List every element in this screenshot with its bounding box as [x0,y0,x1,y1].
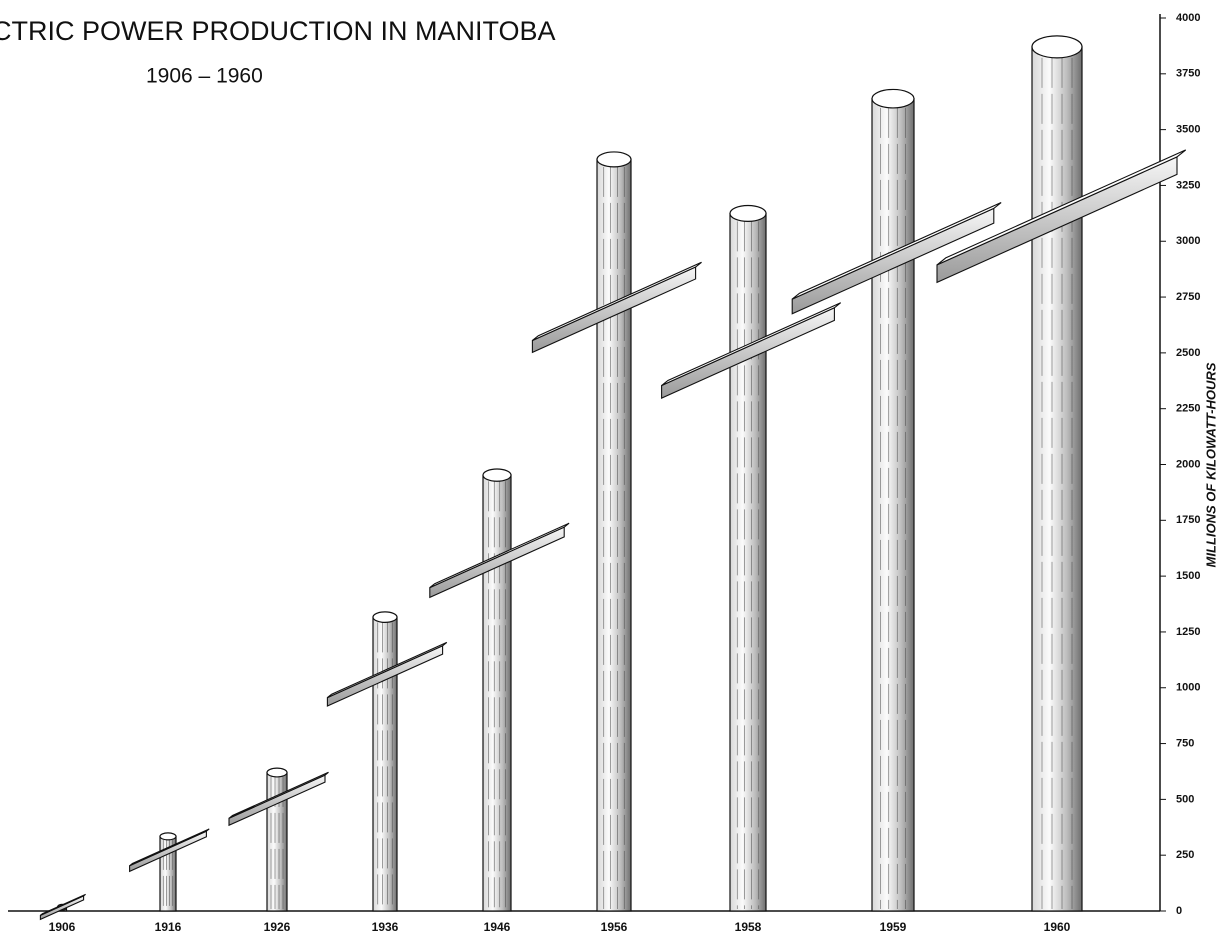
y-tick-label: 2000 [1176,458,1200,470]
chart-title: CTRIC POWER PRODUCTION IN MANITOBA [0,16,556,46]
x-tick-label: 1906 [49,920,76,934]
y-tick-label: 3000 [1176,235,1200,247]
pole-cap [730,206,766,222]
pole-cap [597,152,631,167]
x-tick-label: 1960 [1044,920,1071,934]
y-tick-label: 3500 [1176,124,1200,136]
pole [597,159,631,911]
pole [1032,47,1082,911]
y-tick-label: 4000 [1176,12,1200,24]
y-tick-label: 1750 [1176,514,1200,526]
y-tick-label: 0 [1176,905,1182,917]
x-tick-label: 1916 [155,920,182,934]
y-tick-label: 2750 [1176,291,1200,303]
pole [730,213,766,911]
pole [483,475,511,911]
y-tick-label: 750 [1176,737,1194,749]
x-tick-label: 1926 [264,920,291,934]
y-tick-label: 250 [1176,849,1194,861]
y-tick-label: 1000 [1176,682,1200,694]
x-tick-label: 1958 [735,920,762,934]
x-tick-label: 1959 [880,920,907,934]
x-tick-label: 1946 [484,920,511,934]
pole-cap [483,469,511,481]
y-tick-label: 1250 [1176,626,1200,638]
y-tick-label: 1500 [1176,570,1200,582]
pole [373,617,397,911]
pole-cap [267,768,287,777]
y-tick-label: 2250 [1176,403,1200,415]
pole [872,99,914,911]
pole-cap [872,89,914,107]
pole-cap [1032,36,1082,58]
chart: CTRIC POWER PRODUCTION IN MANITOBA 1906 … [0,0,1230,941]
y-tick-label: 2500 [1176,347,1200,359]
y-tick-label: 3750 [1176,68,1200,80]
chart-subtitle: 1906 – 1960 [146,65,263,88]
pole-cap [160,833,176,840]
y-tick-label: 500 [1176,793,1194,805]
pole-cap [373,612,397,623]
y-tick-label: 3250 [1176,179,1200,191]
x-tick-label: 1936 [372,920,399,934]
y-axis-label: MILLIONS OF KILOWATT-HOURS [1203,362,1218,567]
x-tick-label: 1956 [601,920,628,934]
crossbar-top [40,894,85,915]
